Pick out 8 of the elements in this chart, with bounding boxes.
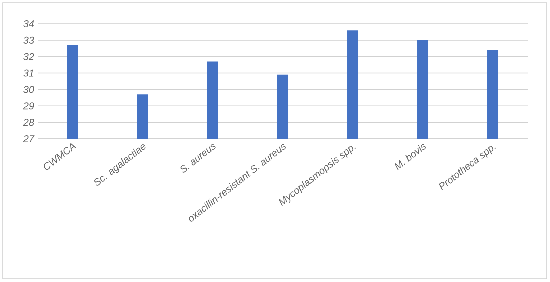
y-tick-label: 31 [24, 70, 34, 77]
y-tick-label: 27 [23, 136, 35, 142]
y-tick-label: 32 [24, 53, 34, 60]
y-tick-label: 28 [23, 119, 34, 126]
y-tick-label: 33 [24, 36, 34, 44]
y-tick-label: 30 [24, 86, 34, 94]
y-tick-label: 34 [24, 20, 34, 28]
y-tick-label: 29 [23, 102, 34, 110]
